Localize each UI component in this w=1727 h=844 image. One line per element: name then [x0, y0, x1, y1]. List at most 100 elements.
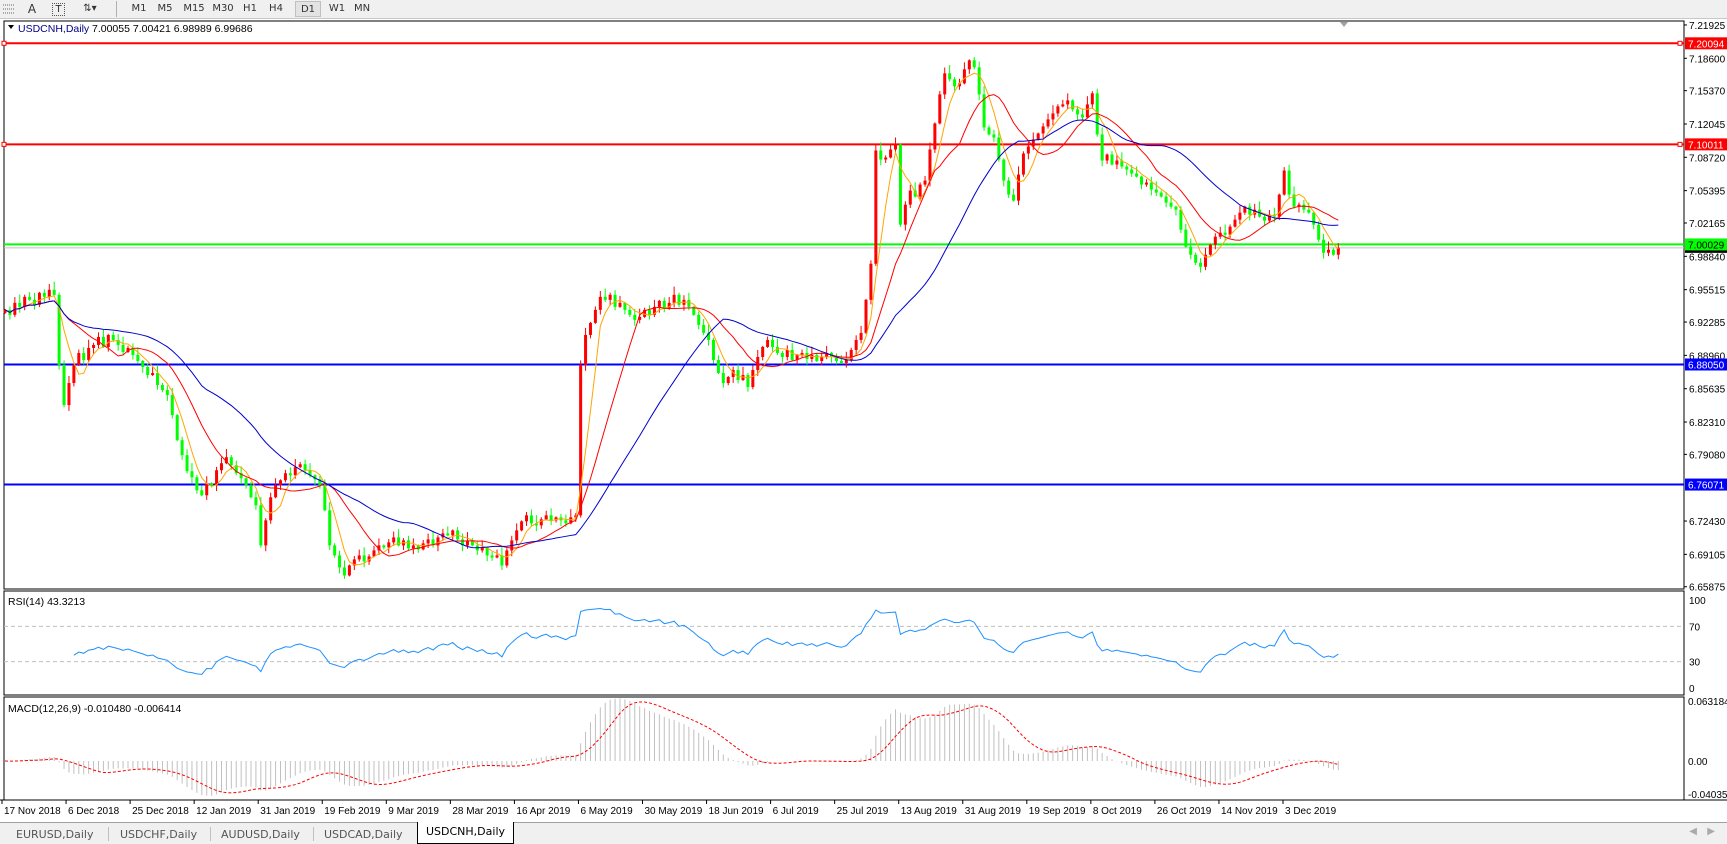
candle-body: [333, 545, 337, 556]
candle-body: [465, 540, 469, 546]
candle-body: [593, 309, 597, 323]
timeframe-mn[interactable]: MN: [353, 3, 371, 14]
candle-body: [775, 346, 779, 353]
candle-body: [992, 134, 996, 138]
candle-body: [677, 294, 681, 305]
candle-body: [362, 555, 366, 562]
candle-body: [603, 296, 607, 300]
candle-body: [844, 359, 848, 363]
y-tick-label: 6.82310: [1689, 418, 1726, 429]
timeframe-m15[interactable]: M15: [183, 3, 205, 14]
candle-body: [849, 349, 853, 360]
candle-body: [239, 473, 243, 479]
timeframe-m5[interactable]: M5: [157, 3, 173, 14]
candle-body: [736, 369, 740, 381]
text-icon[interactable]: A: [27, 2, 37, 16]
rsi-label: RSI(14) 43.3213: [8, 596, 85, 608]
timeframe-m30[interactable]: M30: [212, 3, 234, 14]
candle-body: [1041, 126, 1045, 134]
candle-body: [785, 349, 789, 357]
panel-frame-1: [3, 590, 1685, 696]
candle-body: [1140, 176, 1144, 185]
candle-body: [392, 537, 396, 543]
timeframe-w1[interactable]: W1: [328, 3, 346, 14]
ohlc-readout: 7.00055 7.00421 6.98989 6.99686: [92, 23, 253, 35]
candle-body: [500, 555, 504, 566]
x-tick-label: 6 Dec 2018: [68, 806, 120, 817]
candle-body: [1287, 170, 1291, 195]
candle-body: [1135, 173, 1139, 177]
tab-audusd[interactable]: AUDUSD,Daily: [221, 828, 300, 841]
candle-body: [470, 540, 474, 546]
timeframe-m1[interactable]: M1: [131, 3, 147, 14]
candle-body: [446, 533, 450, 536]
candle-body: [618, 302, 622, 307]
timeframe-h1[interactable]: H1: [243, 3, 257, 14]
candle-body: [1125, 166, 1129, 170]
candle-body: [318, 479, 322, 486]
candle-body: [1263, 216, 1267, 221]
candle-body: [662, 300, 666, 309]
timeframe-d1[interactable]: D1: [295, 1, 321, 17]
candle-body: [279, 480, 283, 486]
candle-body: [3, 309, 7, 313]
candle-body: [1046, 119, 1050, 127]
candle-body: [190, 471, 194, 478]
candle-body: [834, 356, 838, 361]
candle-body: [234, 465, 238, 474]
tab-scroll-left-icon[interactable]: ◀: [1689, 826, 1697, 837]
y-tick-label: 6.69105: [1689, 550, 1726, 561]
timeframe-h4[interactable]: H4: [269, 3, 283, 14]
candle-body: [657, 300, 661, 307]
candle-body: [1002, 159, 1006, 181]
tab-usdchf[interactable]: USDCHF,Daily: [120, 828, 198, 841]
tab-usdcad[interactable]: USDCAD,Daily: [324, 828, 403, 841]
chart-shift-marker-icon[interactable]: [1340, 22, 1348, 27]
rsi-panel: [4, 607, 1684, 675]
toolbar-separator: [116, 1, 117, 17]
candle-body: [854, 339, 858, 350]
candle-body: [761, 346, 765, 357]
tab-separator: [210, 827, 211, 841]
candle-body: [588, 322, 592, 335]
candle-body: [131, 347, 135, 355]
price-chart[interactable]: 7.21925 7.18600 7.15370 7.12045 7.08720 7.053…: [0, 0, 1727, 822]
candle-body: [1307, 209, 1311, 213]
tab-usdcnh[interactable]: USDCNH,Daily: [417, 822, 515, 844]
x-tick-label: 19 Feb 2019: [324, 806, 381, 817]
rsi-tick-label: 30: [1689, 658, 1701, 669]
tab-scroll-right-icon[interactable]: ▶: [1707, 826, 1715, 837]
candle-body: [1277, 194, 1281, 217]
candle-body: [87, 347, 91, 360]
candle-body: [1159, 192, 1163, 197]
level-price-label-bg: [1685, 358, 1727, 371]
candle-body: [1169, 202, 1173, 207]
panel-frames: [3, 20, 1685, 801]
candle-body: [52, 289, 56, 295]
candle-body: [948, 73, 952, 80]
arrows-icon[interactable]: ⇅▾: [83, 3, 97, 14]
candle-body: [77, 352, 81, 365]
level-price-label-bg: [1685, 138, 1727, 151]
candle-body: [702, 324, 706, 333]
level-price-label-bg: [1685, 238, 1727, 251]
candle-body: [1105, 154, 1109, 161]
rsi-tick-label: 100: [1689, 596, 1706, 607]
candle-body: [913, 190, 917, 197]
symbol-label: USDCNH,Daily: [18, 23, 90, 35]
candle-body: [1026, 146, 1030, 154]
candle-body: [1282, 170, 1286, 195]
candle-body: [953, 79, 957, 87]
tab-eurusd[interactable]: EURUSD,Daily: [16, 828, 94, 841]
candle-body: [269, 497, 273, 521]
text-label-icon[interactable]: T: [52, 3, 65, 16]
candle-body: [903, 204, 907, 225]
candle-body: [810, 354, 814, 359]
candle-body: [721, 373, 725, 384]
candle-body: [515, 530, 519, 541]
y-tick-label: 6.79080: [1689, 450, 1726, 461]
y-tick-label: 6.65875: [1689, 583, 1726, 594]
candle-body: [461, 539, 465, 546]
level-price-label: 7.10011: [1688, 140, 1724, 151]
crosshair-grid-icon[interactable]: [2, 1, 16, 17]
